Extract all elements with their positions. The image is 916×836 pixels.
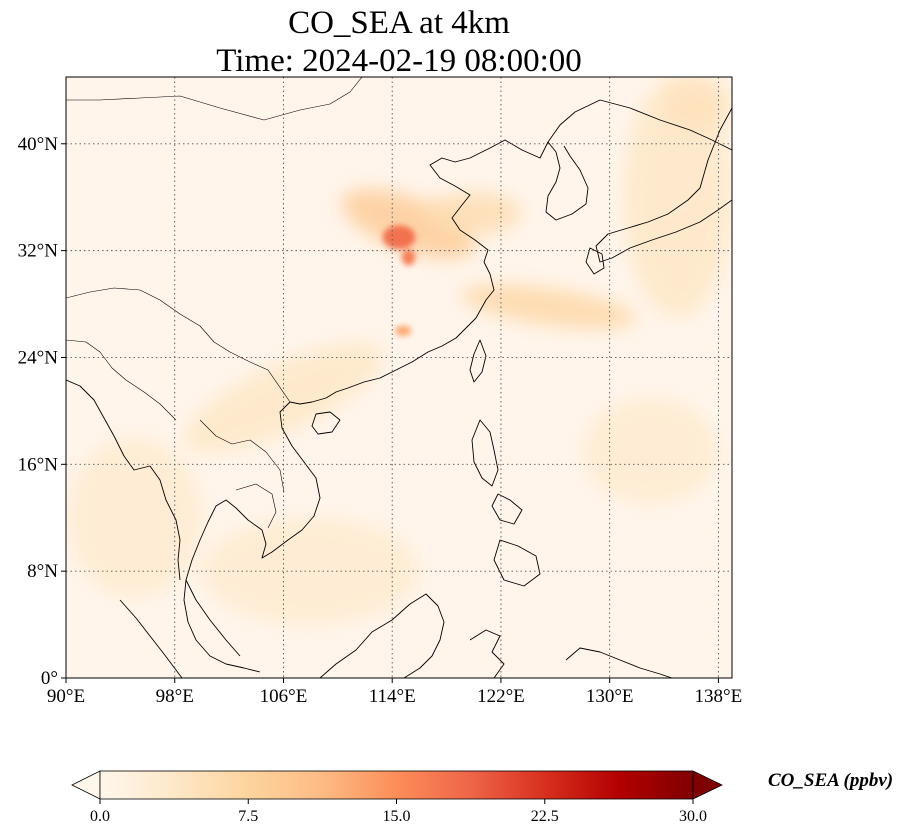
plume — [664, 77, 732, 131]
indochina-coastline — [183, 401, 321, 673]
lon-tick-label: 98°E — [156, 686, 194, 707]
plume — [582, 397, 719, 505]
plume — [382, 225, 416, 250]
coastlines — [66, 77, 732, 678]
plume — [426, 191, 522, 235]
lon-tick-label: 106°E — [260, 686, 308, 707]
hainan-coastline — [311, 411, 341, 435]
colorbar-extend-min — [71, 770, 101, 800]
plume — [201, 517, 420, 625]
map-frame — [65, 76, 733, 679]
borneo-coastline — [319, 593, 445, 678]
colorbar-tick-label: 0.0 — [90, 808, 110, 825]
plume — [341, 189, 476, 259]
colorbar-extend-max — [692, 770, 723, 800]
luzon-coastline — [471, 419, 499, 487]
sumatra-coastline — [119, 599, 183, 678]
title-time: Time: 2024-02-19 08:00:00 — [216, 43, 582, 79]
lat-tick-label: 32°N — [18, 241, 59, 262]
colorbar-ticks: 0.0 7.5 15.0 22.5 30.0 — [90, 799, 707, 825]
lon-tick-label: 90°E — [47, 686, 85, 707]
plume — [401, 249, 416, 266]
country-borders — [66, 77, 363, 529]
sulawesi-coastline — [469, 629, 505, 678]
colorbar-tick-label: 15.0 — [383, 808, 411, 825]
gridlines — [66, 77, 732, 678]
lat-tick-label: 8°N — [27, 561, 58, 582]
colorbar-gradient — [99, 770, 694, 800]
lat-tick-label: 16°N — [18, 454, 59, 475]
lat-tick-label: 40°N — [18, 134, 59, 155]
malay-peninsula-coastline — [185, 579, 241, 657]
lon-tick-label: 114°E — [369, 686, 416, 707]
plume — [394, 325, 412, 337]
concentration-field — [66, 77, 732, 625]
plume — [66, 437, 202, 598]
lon-tick-label: 130°E — [586, 686, 634, 707]
mindanao-coastline — [493, 539, 541, 587]
myanmar-coastline — [66, 379, 181, 581]
map-title: CO_SEA at 4km Time: 2024-02-19 08:00:00 — [66, 4, 732, 80]
axis-ticks: 90°E 98°E 106°E 114°E 122°E 130°E 138°E 0° 8°N 16… — [18, 134, 743, 707]
lat-tick-label: 24°N — [18, 347, 59, 368]
colorbar-tick-label: 7.5 — [238, 808, 258, 825]
taiwan-coastline — [469, 339, 487, 383]
korea-coastline — [545, 141, 589, 221]
colorbar-tick-label: 22.5 — [531, 808, 559, 825]
china-coastline — [289, 99, 732, 405]
title-variable: CO_SEA at 4km — [288, 5, 510, 41]
lon-tick-label: 138°E — [695, 686, 743, 707]
lon-tick-label: 122°E — [477, 686, 525, 707]
kyushu-coastline — [585, 247, 605, 275]
lat-tick-label: 0° — [41, 668, 58, 689]
colorbar-title: CO_SEA (ppbv) — [768, 770, 894, 791]
colorbar-tick-label: 30.0 — [679, 808, 707, 825]
plume — [460, 284, 637, 329]
new-guinea-coastline — [565, 647, 673, 678]
visayas-coastline — [491, 493, 523, 525]
japan-coastline — [595, 107, 732, 263]
colorbar: 0.0 7.5 15.0 22.5 30.0 — [71, 770, 723, 825]
